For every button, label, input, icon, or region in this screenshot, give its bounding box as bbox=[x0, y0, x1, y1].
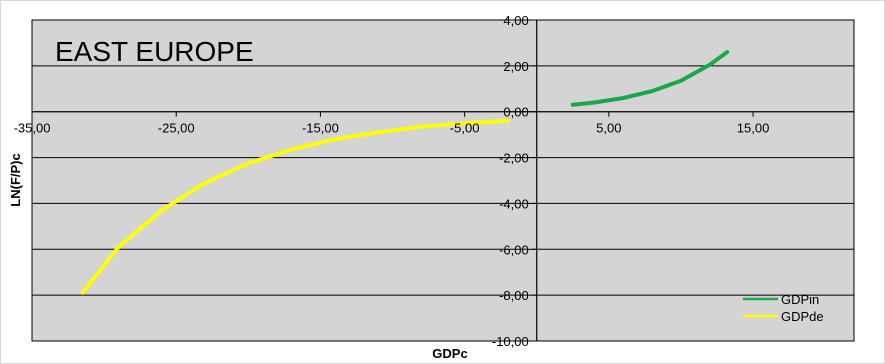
tick-labels: -35,00 -25,00 -15,00 -5,00 5,00 15,00 4,00 2,00… bbox=[14, 13, 770, 349]
data-point-gdpin bbox=[650, 89, 654, 93]
x-tick-label: -5,00 bbox=[450, 121, 480, 136]
x-tick-label: 15,00 bbox=[737, 121, 770, 136]
chart-title: EAST EUROPE bbox=[55, 36, 254, 67]
data-point-gdpde bbox=[116, 245, 121, 249]
y-tick-label: -4,00 bbox=[499, 196, 529, 211]
series-layer bbox=[80, 50, 730, 295]
y-axis-label: LN(F/P)c bbox=[8, 153, 23, 206]
data-point-gdpde bbox=[159, 208, 164, 213]
data-point-gdpin bbox=[707, 62, 712, 67]
x-tick-label: -15,00 bbox=[302, 121, 339, 136]
y-tick-label: -6,00 bbox=[499, 242, 529, 257]
plot-area bbox=[31, 19, 855, 342]
y-tick-label: -2,00 bbox=[499, 151, 529, 166]
data-point-gdpin bbox=[679, 78, 683, 83]
axes bbox=[31, 19, 854, 342]
legend-label-gdpde: GDPde bbox=[781, 309, 824, 324]
x-axis-label: GDPc bbox=[432, 346, 467, 361]
data-point-gdpde bbox=[246, 161, 251, 166]
data-point-gdpde bbox=[289, 147, 294, 152]
y-tick-label: -8,00 bbox=[499, 288, 529, 303]
y-tick-label: 0,00 bbox=[503, 105, 528, 120]
x-tick-label: -35,00 bbox=[14, 121, 51, 136]
x-tick-label: -25,00 bbox=[158, 121, 195, 136]
data-point-gdpde bbox=[203, 180, 207, 185]
data-point-gdpde bbox=[333, 137, 337, 142]
data-point-gdpin bbox=[621, 96, 626, 100]
y-tick-label: 2,00 bbox=[503, 59, 528, 74]
data-point-gdpin bbox=[592, 100, 597, 105]
data-point-gdpde bbox=[376, 130, 380, 135]
legend-label-gdpin: GDPin bbox=[781, 292, 819, 307]
data-point-gdpde bbox=[506, 119, 510, 123]
data-point-gdpde bbox=[80, 291, 85, 295]
legend: GDPin GDPde bbox=[743, 292, 824, 324]
data-point-gdpde bbox=[419, 124, 424, 129]
x-tick-label: 5,00 bbox=[596, 121, 621, 136]
data-point-gdpin bbox=[725, 50, 729, 54]
y-tick-label: 4,00 bbox=[503, 13, 528, 28]
data-point-gdpin bbox=[570, 103, 575, 107]
data-point-gdpde bbox=[462, 121, 467, 125]
y-tick-label: -10,00 bbox=[492, 334, 529, 349]
